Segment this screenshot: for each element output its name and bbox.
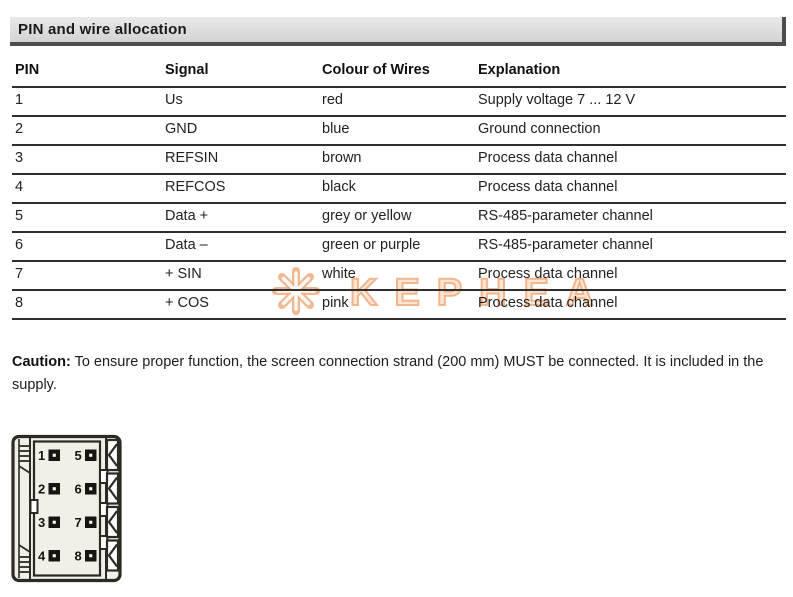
pin-wire-table: PIN Signal Colour of Wires Explanation 1… xyxy=(12,57,786,320)
table-row: 3 REFSIN brown Process data channel xyxy=(12,145,786,175)
pin-label-1: 1 xyxy=(38,448,45,463)
column-header-pin: PIN xyxy=(12,57,162,88)
cell-colour: black xyxy=(319,174,475,204)
cell-signal: Us xyxy=(162,87,319,117)
table-row: 2 GND blue Ground connection xyxy=(12,116,786,146)
table-row: 6 Data – green or purple RS-485-paramete… xyxy=(12,232,786,262)
table-row: 1 Us red Supply voltage 7 ... 12 V xyxy=(12,87,786,117)
cell-pin: 6 xyxy=(12,232,162,262)
connector-drawing-icon: 1 5 2 6 3 7 4 8 xyxy=(11,434,122,583)
cell-pin: 2 xyxy=(12,116,162,146)
table-header-row: PIN Signal Colour of Wires Explanation xyxy=(12,57,786,88)
column-header-colour: Colour of Wires xyxy=(319,57,475,88)
cell-pin: 4 xyxy=(12,174,162,204)
caution-note: Caution: To ensure proper function, the … xyxy=(12,351,784,398)
section-title: PIN and wire allocation xyxy=(18,21,187,38)
cell-colour: grey or yellow xyxy=(319,203,475,233)
table-row: 7 + SIN white Process data channel xyxy=(12,261,786,291)
cell-signal: REFCOS xyxy=(162,174,319,204)
cell-pin: 3 xyxy=(12,145,162,175)
cell-signal: Data + xyxy=(162,203,319,233)
cell-explanation: RS-485-parameter channel xyxy=(475,203,786,233)
cell-colour: blue xyxy=(319,116,475,146)
cell-pin: 7 xyxy=(12,261,162,291)
pin-label-8: 8 xyxy=(75,549,82,564)
pin-label-2: 2 xyxy=(38,482,45,497)
caution-label: Caution: xyxy=(12,353,71,370)
column-header-explanation: Explanation xyxy=(475,57,786,88)
cell-explanation: Process data channel xyxy=(475,145,786,175)
connector-diagram: 1 5 2 6 3 7 4 8 xyxy=(10,433,130,585)
cell-pin: 5 xyxy=(12,203,162,233)
cell-colour: brown xyxy=(319,145,475,175)
cell-signal: GND xyxy=(162,116,319,146)
cell-explanation: Supply voltage 7 ... 12 V xyxy=(475,87,786,117)
table-row: 8 + COS pink Process data channel xyxy=(12,290,786,320)
pin-label-6: 6 xyxy=(75,482,82,497)
cell-explanation: Process data channel xyxy=(475,174,786,204)
cell-pin: 8 xyxy=(12,290,162,320)
cell-pin: 1 xyxy=(12,87,162,117)
cell-colour: white xyxy=(319,261,475,291)
caution-text: To ensure proper function, the screen co… xyxy=(12,353,764,394)
cell-explanation: Ground connection xyxy=(475,116,786,146)
column-header-signal: Signal xyxy=(162,57,319,88)
cell-signal: + SIN xyxy=(162,261,319,291)
cell-signal: REFSIN xyxy=(162,145,319,175)
cell-explanation: Process data channel xyxy=(475,261,786,291)
cell-signal: Data – xyxy=(162,232,319,262)
pin-label-5: 5 xyxy=(75,448,82,463)
pin-label-4: 4 xyxy=(38,549,46,564)
section-title-bar: PIN and wire allocation xyxy=(10,17,786,46)
cell-signal: + COS xyxy=(162,290,319,320)
cell-explanation: RS-485-parameter channel xyxy=(475,232,786,262)
cell-colour: pink xyxy=(319,290,475,320)
cell-colour: red xyxy=(319,87,475,117)
table-row: 4 REFCOS black Process data channel xyxy=(12,174,786,204)
cell-explanation: Process data channel xyxy=(475,290,786,320)
pin-label-3: 3 xyxy=(38,515,45,530)
cell-colour: green or purple xyxy=(319,232,475,262)
pin-label-7: 7 xyxy=(75,515,82,530)
table-row: 5 Data + grey or yellow RS-485-parameter… xyxy=(12,203,786,233)
